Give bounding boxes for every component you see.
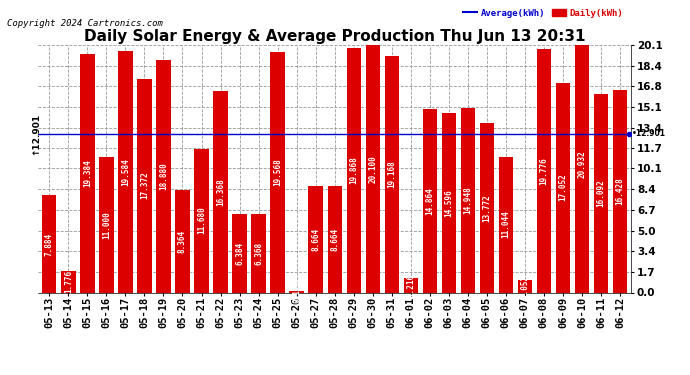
Bar xyxy=(290,291,304,292)
Text: 19.568: 19.568 xyxy=(273,158,282,186)
Text: 6.368: 6.368 xyxy=(254,242,263,265)
Bar xyxy=(613,90,627,292)
Bar xyxy=(518,279,532,292)
Legend: Average(kWh), Daily(kWh): Average(kWh), Daily(kWh) xyxy=(460,5,627,21)
Bar xyxy=(137,79,152,292)
Bar xyxy=(480,123,494,292)
Text: 17.052: 17.052 xyxy=(558,174,567,201)
Text: 16.368: 16.368 xyxy=(216,178,225,206)
Bar xyxy=(461,108,475,292)
Text: 11.000: 11.000 xyxy=(102,211,111,238)
Text: 19.584: 19.584 xyxy=(121,158,130,186)
Text: 19.168: 19.168 xyxy=(387,160,396,188)
Bar xyxy=(366,45,380,292)
Bar xyxy=(157,60,170,292)
Text: 11.680: 11.680 xyxy=(197,207,206,234)
Text: 16.428: 16.428 xyxy=(615,177,624,205)
Text: 16.092: 16.092 xyxy=(596,180,605,207)
Text: 20.100: 20.100 xyxy=(368,155,377,183)
Bar xyxy=(270,51,285,292)
Text: 8.664: 8.664 xyxy=(330,228,339,251)
Bar xyxy=(537,49,551,292)
Text: 18.880: 18.880 xyxy=(159,162,168,190)
Bar xyxy=(308,186,323,292)
Bar xyxy=(42,195,57,292)
Text: 0.116: 0.116 xyxy=(292,280,301,303)
Bar xyxy=(175,189,190,292)
Bar xyxy=(422,110,437,292)
Text: 17.372: 17.372 xyxy=(140,172,149,200)
Bar xyxy=(499,156,513,292)
Text: 19.384: 19.384 xyxy=(83,159,92,187)
Text: 14.864: 14.864 xyxy=(425,187,434,215)
Bar xyxy=(99,157,114,292)
Bar xyxy=(555,82,570,292)
Text: Copyright 2024 Cartronics.com: Copyright 2024 Cartronics.com xyxy=(7,19,163,28)
Text: 8.364: 8.364 xyxy=(178,230,187,253)
Bar xyxy=(213,91,228,292)
Text: 7.884: 7.884 xyxy=(45,232,54,255)
Text: 14.596: 14.596 xyxy=(444,189,453,216)
Text: 6.384: 6.384 xyxy=(235,242,244,265)
Text: 1.216: 1.216 xyxy=(406,273,415,297)
Text: 8.664: 8.664 xyxy=(311,228,320,251)
Bar xyxy=(442,113,456,292)
Bar xyxy=(233,214,247,292)
Bar xyxy=(346,48,361,292)
Text: 19.776: 19.776 xyxy=(540,157,549,184)
Bar xyxy=(195,148,208,292)
Bar xyxy=(118,51,132,292)
Bar xyxy=(80,54,95,292)
Bar xyxy=(251,214,266,292)
Bar xyxy=(594,94,608,292)
Bar xyxy=(328,186,342,292)
Bar xyxy=(575,35,589,292)
Bar xyxy=(384,57,399,292)
Text: 14.948: 14.948 xyxy=(463,187,472,214)
Text: 1.776: 1.776 xyxy=(64,270,73,293)
Text: 19.868: 19.868 xyxy=(349,156,358,184)
Text: 1.052: 1.052 xyxy=(520,274,529,298)
Title: Daily Solar Energy & Average Production Thu Jun 13 20:31: Daily Solar Energy & Average Production … xyxy=(84,29,585,44)
Text: •12.901: •12.901 xyxy=(632,129,667,138)
Text: 11.044: 11.044 xyxy=(502,211,511,238)
Text: 20.932: 20.932 xyxy=(578,150,586,177)
Text: 13.772: 13.772 xyxy=(482,194,491,222)
Text: ↑12.901: ↑12.901 xyxy=(31,112,40,155)
Bar xyxy=(404,278,418,292)
Bar xyxy=(61,271,75,292)
